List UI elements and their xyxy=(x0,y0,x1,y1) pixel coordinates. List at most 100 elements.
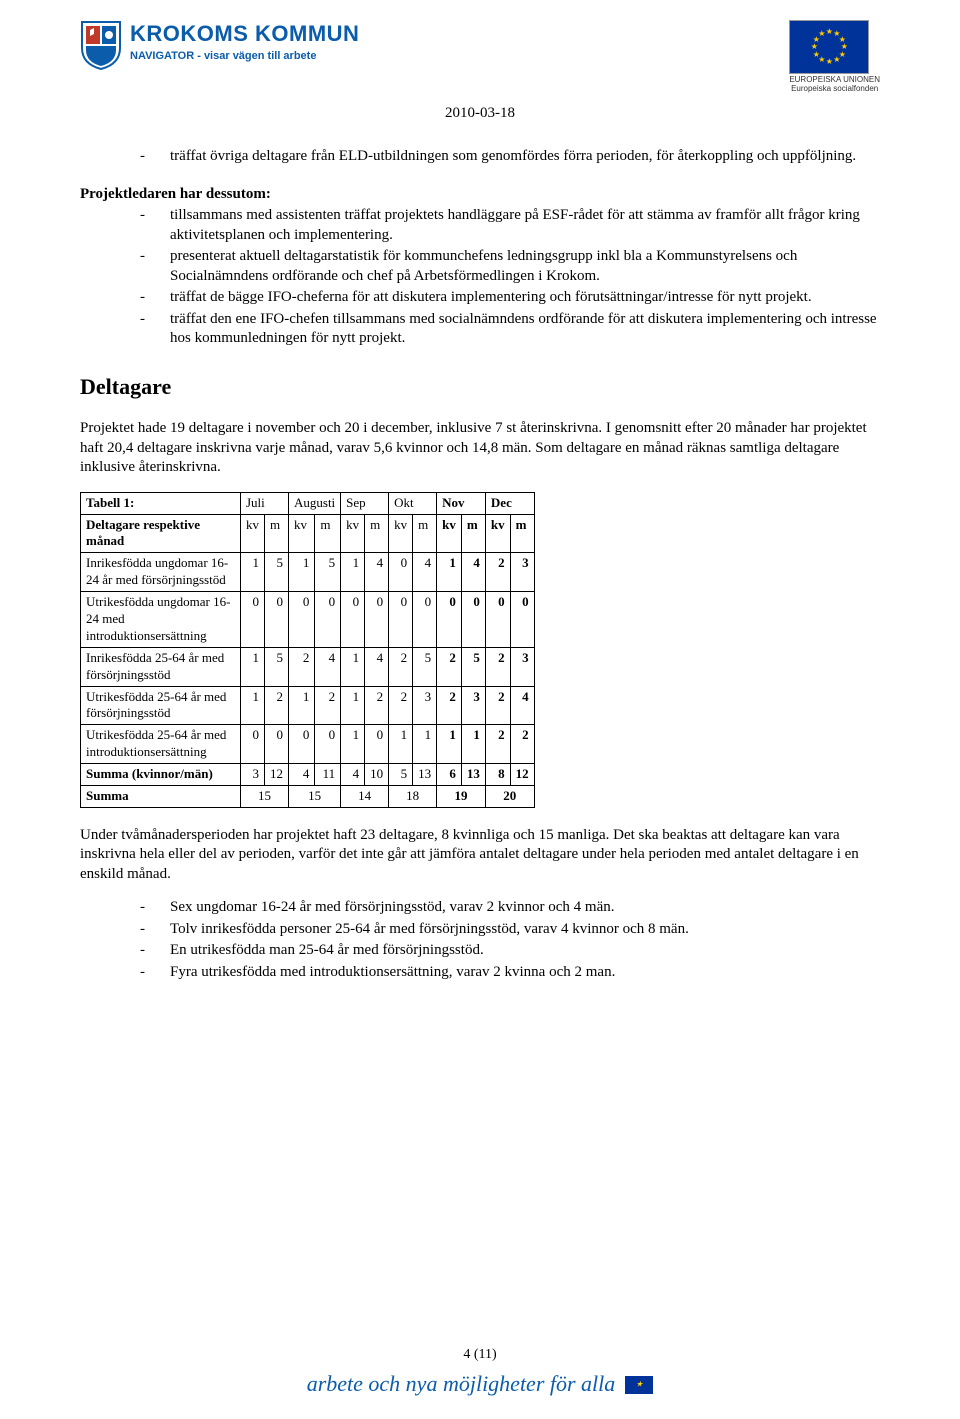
bullet-dash: - xyxy=(140,310,170,349)
table-cell: 2 xyxy=(315,686,341,725)
bullet-text: En utrikesfödda man 25-64 år med försörj… xyxy=(170,941,880,961)
intro-bullet-list: - träffat övriga deltagare från ELD-utbi… xyxy=(140,147,880,167)
table-cell: 19 xyxy=(437,786,486,808)
table-cell: 2 xyxy=(485,725,510,764)
table-cell: 0 xyxy=(437,592,462,648)
after-table-paragraph: Under tvåmånadersperioden har projektet … xyxy=(80,826,880,885)
bullet-dash: - xyxy=(140,898,170,918)
eu-logo: ★★★★★★★★★★★★ EUROPEISKA UNIONEN Europeis… xyxy=(789,20,880,94)
table-cell: 2 xyxy=(485,647,510,686)
table-subheader: m xyxy=(365,514,389,553)
table-cell: 8 xyxy=(485,764,510,786)
page-header: KROKOMS KOMMUN NAVIGATOR - visar vägen t… xyxy=(80,20,880,94)
table-cell: 0 xyxy=(265,592,289,648)
eu-caption-2: Europeiska socialfonden xyxy=(789,85,880,94)
table-month-header: Sep xyxy=(341,492,389,514)
table-cell: 0 xyxy=(315,592,341,648)
table-cell: 4 xyxy=(315,647,341,686)
table-cell: 4 xyxy=(413,553,437,592)
table-subheader: m xyxy=(315,514,341,553)
bullet-dash: - xyxy=(140,963,170,983)
table-cell: 12 xyxy=(265,764,289,786)
table-cell: 0 xyxy=(461,592,485,648)
table-cell: 13 xyxy=(413,764,437,786)
org-logo: KROKOMS KOMMUN NAVIGATOR - visar vägen t… xyxy=(80,20,359,70)
list-item: -träffat de bägge IFO-cheferna för att d… xyxy=(140,288,880,308)
table-cell: 0 xyxy=(289,592,315,648)
org-name: KROKOMS KOMMUN xyxy=(130,20,359,49)
bullet-text: Sex ungdomar 16-24 år med försörjningsst… xyxy=(170,898,880,918)
deltagare-table: Tabell 1:JuliAugustiSepOktNovDecDeltagar… xyxy=(80,492,535,808)
table-label: Tabell 1: xyxy=(81,492,241,514)
table-row-label: Utrikesfödda 25-64 år med introduktionse… xyxy=(81,725,241,764)
bullet-text: presenterat aktuell deltagarstatistik fö… xyxy=(170,247,880,286)
list-item: -Sex ungdomar 16-24 år med försörjningss… xyxy=(140,898,880,918)
table-cell: 15 xyxy=(289,786,341,808)
table-cell: 0 xyxy=(365,725,389,764)
shield-icon xyxy=(80,20,122,70)
table-cell: 5 xyxy=(315,553,341,592)
table-cell: 1 xyxy=(413,725,437,764)
table-cell: 1 xyxy=(341,686,365,725)
table-cell: 14 xyxy=(341,786,389,808)
table-cell: 5 xyxy=(461,647,485,686)
table-cell: 0 xyxy=(485,592,510,648)
table-cell: 5 xyxy=(413,647,437,686)
bullet-dash: - xyxy=(140,206,170,245)
table-subheader: m xyxy=(413,514,437,553)
table-cell: 3 xyxy=(413,686,437,725)
table-cell: 3 xyxy=(510,647,534,686)
table-cell: 0 xyxy=(289,725,315,764)
table-subheader: m xyxy=(461,514,485,553)
list-item: -träffat den ene IFO-chefen tillsammans … xyxy=(140,310,880,349)
bullet-text: träffat övriga deltagare från ELD-utbild… xyxy=(170,147,880,167)
table-row-label: Summa (kvinnor/män) xyxy=(81,764,241,786)
table-cell: 5 xyxy=(265,553,289,592)
table-cell: 4 xyxy=(461,553,485,592)
projektledaren-heading: Projektledaren har dessutom: xyxy=(80,185,880,205)
page-footer: 4 (11) arbete och nya möjligheter för al… xyxy=(0,1346,960,1399)
list-item: - träffat övriga deltagare från ELD-utbi… xyxy=(140,147,880,167)
after-table-bullet-list: -Sex ungdomar 16-24 år med försörjningss… xyxy=(140,898,880,982)
table-cell: 5 xyxy=(265,647,289,686)
bullet-text: Fyra utrikesfödda med introduktionsersät… xyxy=(170,963,880,983)
table-cell: 0 xyxy=(365,592,389,648)
list-item: -presenterat aktuell deltagarstatistik f… xyxy=(140,247,880,286)
table-cell: 4 xyxy=(289,764,315,786)
table-cell: 2 xyxy=(389,686,413,725)
table-month-header: Okt xyxy=(389,492,437,514)
table-cell: 2 xyxy=(265,686,289,725)
deltagare-heading: Deltagare xyxy=(80,373,880,402)
bullet-dash: - xyxy=(140,941,170,961)
table-cell: 3 xyxy=(510,553,534,592)
table-cell: 1 xyxy=(241,647,265,686)
bullet-dash: - xyxy=(140,247,170,286)
table-subheader: m xyxy=(265,514,289,553)
table-subheader: kv xyxy=(437,514,462,553)
list-item: -tillsammans med assistenten träffat pro… xyxy=(140,206,880,245)
table-cell: 1 xyxy=(341,553,365,592)
table-cell: 1 xyxy=(241,686,265,725)
table-cell: 0 xyxy=(413,592,437,648)
table-row-label: Utrikesfödda 25-64 år med försörjningsst… xyxy=(81,686,241,725)
footer-slogan-row: arbete och nya möjligheter för alla xyxy=(307,1370,654,1399)
org-subtitle: NAVIGATOR - visar vägen till arbete xyxy=(130,49,359,63)
table-cell: 4 xyxy=(365,647,389,686)
table-subheader: kv xyxy=(341,514,365,553)
table-cell: 12 xyxy=(510,764,534,786)
list-item: -En utrikesfödda man 25-64 år med försör… xyxy=(140,941,880,961)
table-row-label: Inrikesfödda ungdomar 16-24 år med försö… xyxy=(81,553,241,592)
table-cell: 18 xyxy=(389,786,437,808)
footer-slogan-text: arbete och nya möjligheter för alla xyxy=(307,1370,616,1399)
table-cell: 13 xyxy=(461,764,485,786)
table-cell: 2 xyxy=(510,725,534,764)
table-cell: 0 xyxy=(241,725,265,764)
document-date: 2010-03-18 xyxy=(80,104,880,124)
table-cell: 0 xyxy=(315,725,341,764)
table-cell: 11 xyxy=(315,764,341,786)
table-subheader: kv xyxy=(289,514,315,553)
table-cell: 1 xyxy=(341,725,365,764)
table-cell: 2 xyxy=(437,686,462,725)
table-cell: 2 xyxy=(365,686,389,725)
table-cell: 2 xyxy=(485,553,510,592)
